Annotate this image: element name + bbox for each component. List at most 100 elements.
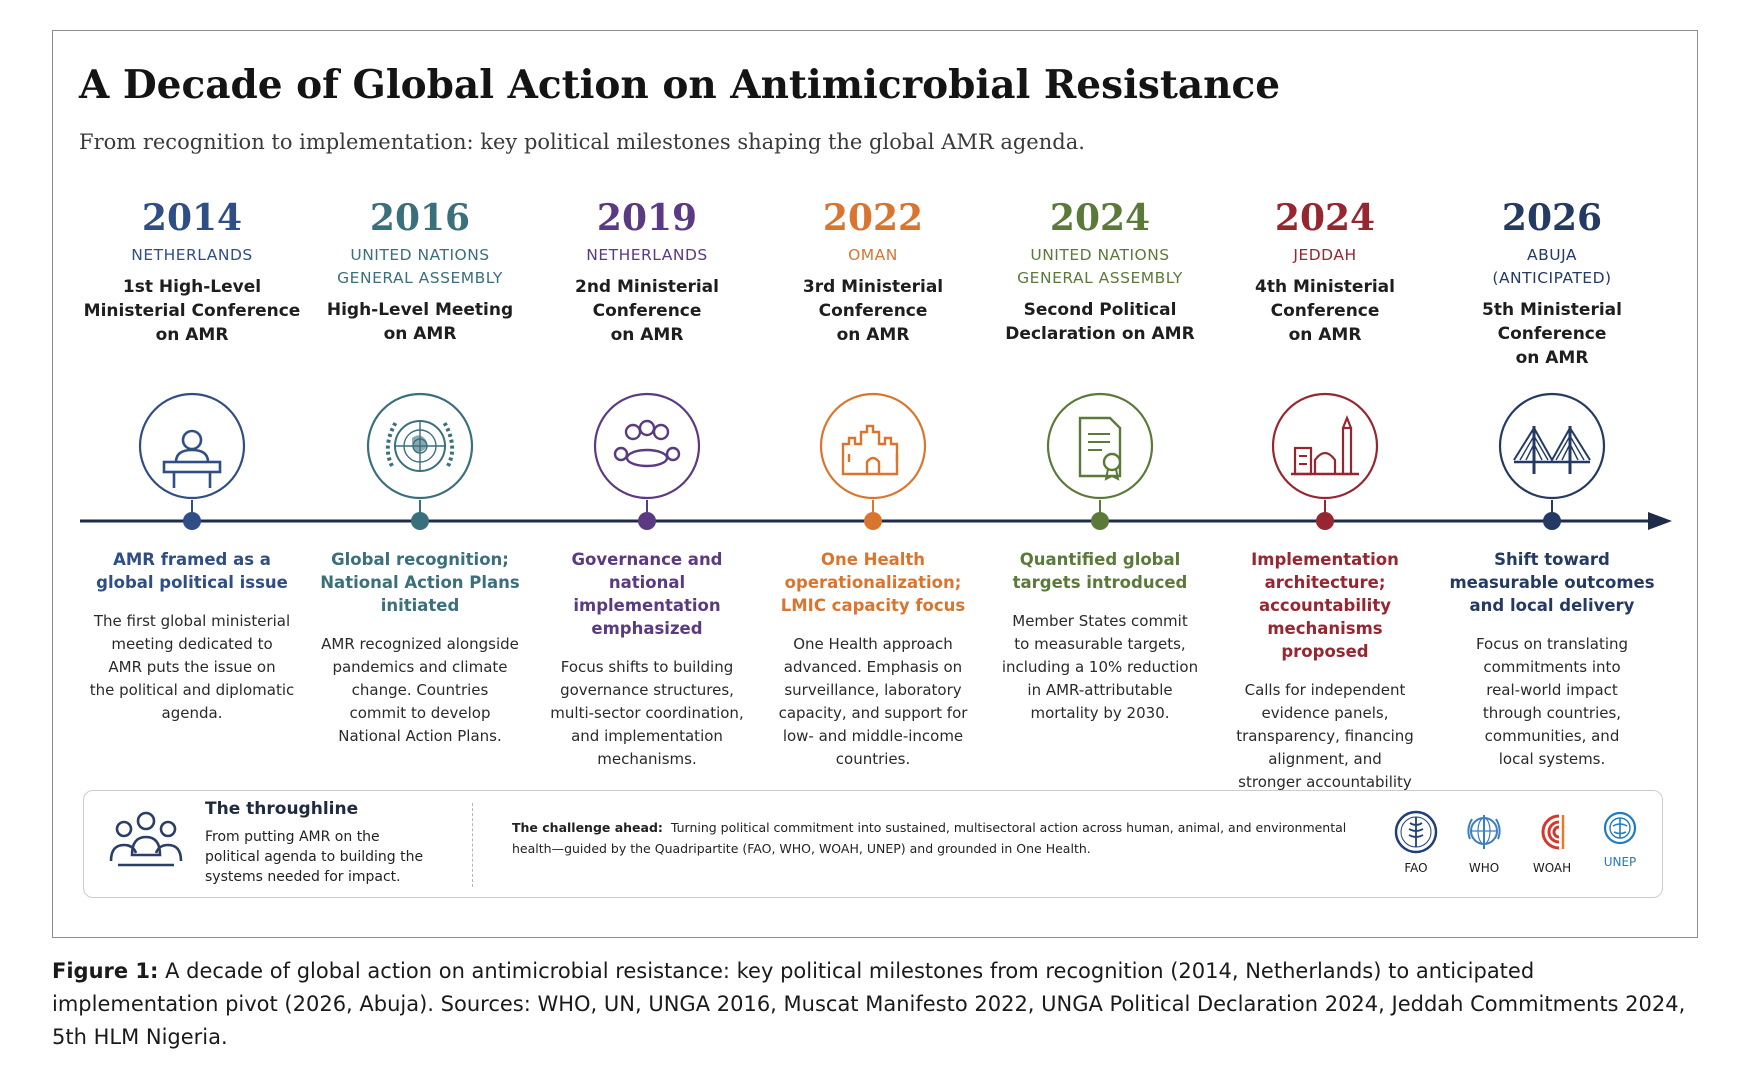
milestone-outcome-line: Implementation bbox=[1251, 550, 1399, 569]
milestone-connector bbox=[872, 500, 874, 512]
milestone-description-line: stronger accountability bbox=[1238, 773, 1412, 791]
milestone-outcome: Governance and national implementation emp… bbox=[544, 548, 750, 640]
quadripartite-logos: FAO WHO WOAH bbox=[1384, 809, 1654, 889]
milestone-location: OMAN bbox=[763, 244, 983, 267]
milestone-description: Calls for independent evidence panels, tra… bbox=[1222, 679, 1428, 817]
milestone-location: NETHERLANDS bbox=[82, 244, 302, 267]
milestone-marker bbox=[1316, 512, 1334, 530]
milestone-description-line: including a 10% reduction bbox=[1001, 658, 1199, 676]
fort-icon bbox=[819, 392, 927, 500]
milestone-outcome-block: Implementation architecture; accountabilit… bbox=[1222, 548, 1428, 817]
milestone-2014: 2014 NETHERLANDS 1st High-Level Ministerial… bbox=[82, 196, 302, 347]
milestone-outcome-line: Shift toward bbox=[1494, 550, 1610, 569]
milestone-event-line: on AMR bbox=[610, 325, 684, 345]
milestone-outcome-line: and local delivery bbox=[1469, 596, 1635, 615]
milestone-connector bbox=[419, 500, 421, 512]
milestone-event-line: 3rd Ministerial bbox=[802, 277, 944, 297]
caption-text: A decade of global action on antimicrobi… bbox=[52, 959, 1686, 1049]
milestone-event-line: on AMR bbox=[1288, 325, 1362, 345]
challenge-line-2: health—guided by the Quadripartite (FAO,… bbox=[512, 841, 1091, 856]
challenge-line-1: Turning political commitment into sustai… bbox=[670, 820, 1347, 835]
milestone-description-line: agenda. bbox=[161, 704, 223, 722]
throughline-body: From putting AMR on the political agenda… bbox=[205, 827, 445, 887]
milestone-description-line: local systems. bbox=[1498, 750, 1606, 768]
milestone-location-line: GENERAL ASSEMBLY bbox=[1017, 269, 1183, 287]
milestone-outcome-block: Global recognition; National Action Plans… bbox=[317, 548, 523, 748]
fao-logo-icon bbox=[1394, 810, 1438, 854]
milestone-location-line: OMAN bbox=[848, 246, 898, 264]
bridge-icon bbox=[1498, 392, 1606, 500]
milestone-description-line: Member States commit bbox=[1012, 612, 1188, 630]
milestone-2024: 2024 UNITED NATIONS GENERAL ASSEMBLY Second… bbox=[990, 196, 1210, 346]
milestone-marker bbox=[864, 512, 882, 530]
milestone-outcome-block: Quantified global targets introduced Membe… bbox=[997, 548, 1203, 725]
milestone-outcome-block: One Health operationalization; LMIC capaci… bbox=[770, 548, 976, 771]
milestone-description-line: AMR puts the issue on bbox=[108, 658, 276, 676]
fao-logo: FAO bbox=[1384, 809, 1448, 875]
milestone-description-line: and implementation bbox=[571, 727, 723, 745]
milestone-event-line: High-Level Meeting bbox=[326, 300, 514, 320]
org-label: WHO bbox=[1468, 861, 1500, 875]
milestone-event-line: Conference bbox=[592, 301, 702, 321]
milestone-description-line: real-world impact bbox=[1486, 681, 1618, 699]
milestone-event: 5th Ministerial Conference on AMR bbox=[1442, 298, 1662, 370]
milestone-description-line: Focus shifts to building bbox=[560, 658, 734, 676]
milestone-connector bbox=[191, 500, 193, 512]
milestone-outcome-line: targets introduced bbox=[1012, 573, 1188, 592]
milestone-location-line: NETHERLANDS bbox=[586, 246, 708, 264]
milestone-event-line: Conference bbox=[1270, 301, 1380, 321]
milestone-outcome-line: AMR framed as a bbox=[113, 550, 271, 569]
milestone-event: High-Level Meeting on AMR bbox=[310, 298, 530, 346]
milestone-description-line: pandemics and climate bbox=[332, 658, 508, 676]
milestone-description-line: low- and middle-income bbox=[782, 727, 964, 745]
milestone-connector bbox=[1099, 500, 1101, 512]
throughline-body-line: From putting AMR on the bbox=[205, 829, 380, 845]
milestone-event-line: 1st High-Level bbox=[122, 277, 262, 297]
milestone-outcome-line: measurable outcomes bbox=[1449, 573, 1655, 592]
footer-panel: The throughline From putting AMR on the … bbox=[83, 790, 1663, 898]
milestone-description-line: mechanisms. bbox=[597, 750, 697, 768]
milestone-description-line: in AMR-attributable bbox=[1027, 681, 1173, 699]
milestone-connector bbox=[1551, 500, 1553, 512]
org-label: WOAH bbox=[1532, 861, 1572, 875]
milestone-year: 2019 bbox=[596, 197, 698, 239]
milestone-location-line: UNITED NATIONS bbox=[350, 246, 490, 264]
who-logo-icon bbox=[1467, 815, 1501, 849]
milestone-description-line: surveillance, laboratory bbox=[784, 681, 962, 699]
milestone-outcome-line: LMIC capacity focus bbox=[780, 596, 966, 615]
milestone-outcome-block: AMR framed as a global political issue The… bbox=[89, 548, 295, 725]
figure-title: A Decade of Global Action on Antimicrobi… bbox=[79, 62, 1281, 108]
milestone-location-line: GENERAL ASSEMBLY bbox=[337, 269, 503, 287]
milestone-year: 2024 bbox=[1274, 197, 1376, 239]
jeddah-skyline-icon bbox=[1271, 392, 1379, 500]
throughline-body-line: political agenda to building the bbox=[205, 849, 424, 865]
milestone-description-line: The first global ministerial bbox=[93, 612, 291, 630]
milestone-description-line: evidence panels, bbox=[1261, 704, 1389, 722]
milestone-marker bbox=[1091, 512, 1109, 530]
milestone-outcome-line: Quantified global bbox=[1019, 550, 1181, 569]
milestone-connector bbox=[1324, 500, 1326, 512]
milestone-location-line: (ANTICIPATED) bbox=[1492, 269, 1612, 287]
milestone-location: UNITED NATIONS GENERAL ASSEMBLY bbox=[310, 244, 530, 290]
milestone-outcome-line: architecture; bbox=[1264, 573, 1386, 592]
milestone-marker bbox=[1543, 512, 1561, 530]
milestone-outcome-line: global political issue bbox=[96, 573, 288, 592]
milestone-outcome-line: emphasized bbox=[591, 619, 703, 638]
milestone-2026: 2026 ABUJA (ANTICIPATED) 5th Ministerial Con… bbox=[1442, 196, 1662, 370]
throughline-heading: The throughline bbox=[205, 799, 359, 819]
milestone-outcome-line: mechanisms proposed bbox=[1267, 619, 1383, 661]
milestone-outcome: Quantified global targets introduced bbox=[997, 548, 1203, 594]
unep-logo-icon bbox=[1603, 811, 1637, 845]
milestone-event-line: Conference bbox=[1497, 324, 1607, 344]
milestone-description: Member States commit to measurable target… bbox=[997, 610, 1203, 725]
milestone-outcome: Implementation architecture; accountabilit… bbox=[1222, 548, 1428, 663]
milestone-2024: 2024 JEDDAH 4th Ministerial Conference on AM… bbox=[1215, 196, 1435, 347]
people-group-icon bbox=[109, 811, 183, 867]
milestone-event-line: Declaration on AMR bbox=[1005, 324, 1195, 344]
footer-divider bbox=[472, 803, 473, 887]
milestone-outcome: Shift toward measurable outcomes and local… bbox=[1449, 548, 1655, 617]
milestone-description-line: countries. bbox=[835, 750, 911, 768]
milestone-description-line: capacity, and support for bbox=[778, 704, 968, 722]
milestone-outcome-line: national implementation bbox=[573, 573, 721, 615]
milestone-outcome-line: accountability bbox=[1259, 596, 1391, 615]
